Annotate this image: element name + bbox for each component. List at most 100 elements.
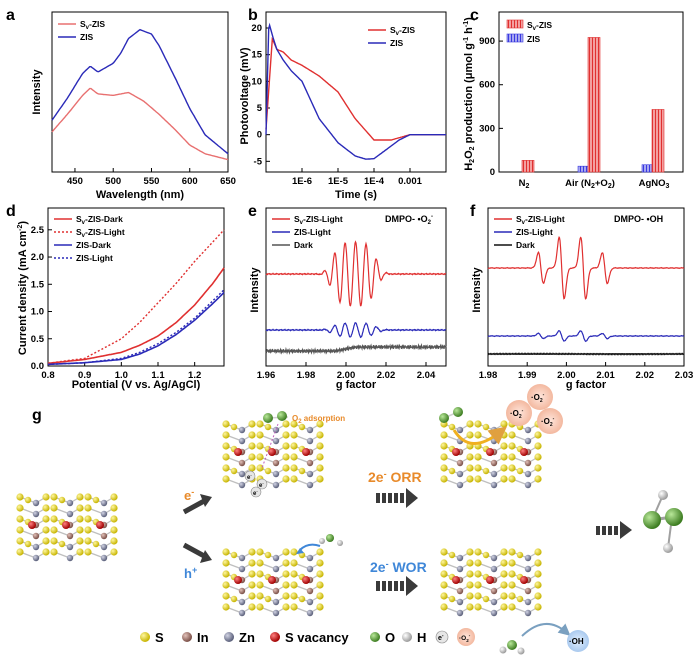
panel-label-e: e <box>248 203 257 220</box>
svg-text:e-: e- <box>247 472 252 481</box>
panel-a: 450 500 550 600 650 Sv-ZIS ZIS Wavelength (n… <box>31 11 236 201</box>
panel-d-xtick: 0.8 <box>41 370 54 381</box>
panel-c-ytick: 300 <box>479 123 495 134</box>
slab-orr-adsorption <box>222 420 324 489</box>
panel-e-xlabel: g factor <box>336 379 377 391</box>
panel-d-legend: Sv-ZIS-Dark Sv-ZIS-Light ZIS-Dark ZIS-Li… <box>54 214 125 263</box>
electron-icon <box>244 470 256 482</box>
o2-adsorption-label: O2 adsorption <box>292 414 345 425</box>
panel-a-xtick: 450 <box>67 176 83 187</box>
scheme-legend: S In Zn S vacancy O H e- ·O2- ·OH <box>140 623 589 655</box>
slab-initial <box>16 493 118 562</box>
legend-o: O <box>385 630 395 645</box>
panel-f-legend: Sv-ZIS-Light ZIS-Light Dark <box>494 214 565 250</box>
panel-e-xtick: 1.96 <box>257 370 276 381</box>
panel-e-xtick: 2.00 <box>337 370 356 381</box>
svg-text:e-: e- <box>253 488 258 497</box>
sulfur-vacancy-icon <box>452 448 460 456</box>
panel-c-ylabel: H2O2 production (μmol g-1 h-1) <box>463 17 476 171</box>
sulfur-vacancy-icon <box>234 576 242 584</box>
panel-c-legend: Sv-ZIS ZIS <box>506 19 552 44</box>
panel-c-ytick: 600 <box>479 80 495 91</box>
panel-f-xtick: 2.01 <box>596 370 615 381</box>
panel-e: 1.96 1.98 2.00 2.02 2.04 Sv-ZIS-Light ZIS-Li… <box>249 207 447 391</box>
sulfur-vacancy-icon <box>96 521 104 529</box>
panel-a-xticks: 450 500 550 600 650 <box>67 168 236 187</box>
legend-superoxide-icon <box>457 628 475 646</box>
legend-vacancy: S vacancy <box>285 630 349 645</box>
slab-wor-product <box>440 548 542 617</box>
legend-e-sv: Sv-ZIS-Light <box>294 214 343 226</box>
panel-b: 1E-6 1E-5 1E-4 0.001 -5 0 5 10 15 20 Sv-ZIS ZIS T… <box>239 11 447 201</box>
legend-d-zl: ZIS-Light <box>76 253 113 263</box>
h-plus-label: h+ <box>184 565 197 581</box>
sulfur-vacancy-icon <box>62 521 70 529</box>
panel-label-f: f <box>470 203 476 220</box>
electron-icon <box>256 478 268 490</box>
scheme-annotations: O2 adsorption e- e- e- e- h+ 2e- ORR 2e-… <box>140 384 683 655</box>
superoxide-bubble <box>537 408 563 434</box>
sulfur-vacancy-icon <box>302 448 310 456</box>
legend-b-zis: ZIS <box>390 38 404 48</box>
legend-e-zis: ZIS-Light <box>294 227 331 237</box>
panel-f-xtick: 2.03 <box>675 370 694 381</box>
panel-c-cat-agno3: AgNO3 <box>639 178 670 190</box>
bar-svzis <box>521 160 535 173</box>
panel-d-xtick: 0.9 <box>78 370 91 381</box>
panel-b-xlabel: Time (s) <box>335 189 377 201</box>
panel-f-series-svzis <box>487 235 685 300</box>
panel-d-ytick: 2.0 <box>31 252 44 263</box>
panel-f-xlabel: g factor <box>566 379 607 391</box>
superoxide-bubble <box>527 384 553 410</box>
panel-d-frame <box>47 207 225 367</box>
panel-e-xtick: 1.98 <box>297 370 316 381</box>
water-molecule-bottom <box>296 534 343 554</box>
legend-f-sv: Sv-ZIS-Light <box>516 214 565 226</box>
panel-e-series-svzis <box>265 240 447 307</box>
bar-svzis <box>651 109 665 173</box>
panel-d-ytick: 1.0 <box>31 307 44 318</box>
arrow-to-orr <box>182 497 208 515</box>
panel-c-bars <box>521 37 665 173</box>
panel-b-xtick: 1E-4 <box>364 176 385 187</box>
slab-wor <box>222 548 324 617</box>
panel-b-series-zis <box>265 22 446 160</box>
panel-b-series-svzis <box>265 36 446 141</box>
panel-f-xtick: 1.98 <box>479 370 498 381</box>
sulfur-vacancy-icon <box>486 576 494 584</box>
panel-f-xtick: 2.00 <box>557 370 576 381</box>
panel-label-c: c <box>470 7 479 24</box>
panel-e-series-dark <box>265 343 447 355</box>
panel-c-cat-air: Air (N2+O2) <box>565 178 615 190</box>
wor-label: 2e- WOR <box>370 559 427 575</box>
superoxide-bubble <box>506 400 532 426</box>
panel-d-series-zis-light <box>47 289 225 366</box>
orr-arrow <box>376 488 418 508</box>
panel-b-ytick: 5 <box>257 103 263 114</box>
panel-d-ylabel: Current density (mA cm-2) <box>17 221 29 356</box>
panel-d-xlabel: Potential (V vs. Ag/AgCl) <box>72 379 201 391</box>
panel-f-annotation: DMPO- •OH <box>614 214 663 224</box>
legend-d-zd: ZIS-Dark <box>76 240 111 250</box>
panel-b-ytick: 20 <box>251 23 262 34</box>
sulfur-vacancy-icon <box>486 448 494 456</box>
legend-s: S <box>155 630 164 645</box>
legend-f-dark: Dark <box>516 240 535 250</box>
panel-b-xtick: 0.001 <box>398 176 422 187</box>
legend-b-svzis: Sv-ZIS <box>390 25 415 37</box>
panel-d-xtick: 1.0 <box>115 370 128 381</box>
legend-h: H <box>417 630 426 645</box>
legend-zn: Zn <box>239 630 255 645</box>
legend-hydroxyl-icon <box>567 630 589 652</box>
panel-a-ylabel: Intensity <box>31 69 43 115</box>
panel-d-series-svzis-light <box>47 229 225 364</box>
panel-b-xtick: 1E-5 <box>328 176 349 187</box>
panel-a-series-svzis <box>51 87 229 161</box>
wor-arrow <box>376 576 418 596</box>
sulfur-vacancy-icon <box>520 448 528 456</box>
panel-d-ytick: 1.5 <box>31 279 45 290</box>
legend-c-svzis: Sv-ZIS <box>527 20 552 32</box>
panel-d-ticks: 0.8 0.9 1.0 1.1 1.2 0.0 0.5 1.0 1.5 2.0 2.5 <box>31 225 201 381</box>
sulfur-vacancy-icon <box>28 521 36 529</box>
